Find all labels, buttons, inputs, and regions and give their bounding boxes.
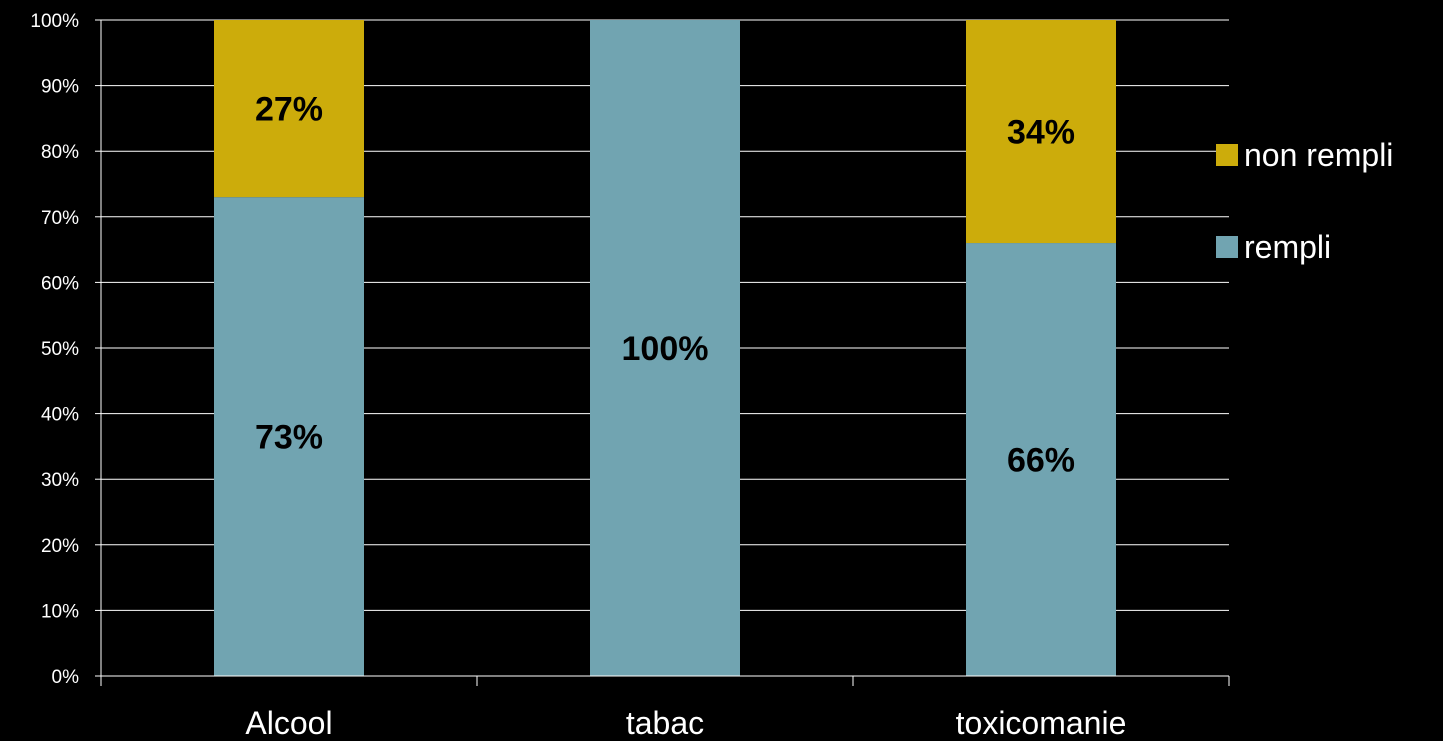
bar-rempli-2: [966, 243, 1116, 677]
y-tick-label: 60%: [41, 273, 79, 294]
data-label: 100%: [622, 330, 709, 368]
y-tick-label: 100%: [30, 11, 79, 32]
bar-non-rempli-0: [214, 20, 364, 198]
y-tick-label: 50%: [41, 339, 79, 360]
y-tick-label: 10%: [41, 601, 79, 622]
axes: 0% 10% 20% 30% 40% 50% 60% 70% 80% 90% 100% Alcool t…: [30, 11, 1230, 741]
y-tick-label: 90%: [41, 77, 79, 98]
y-tick-label: 40%: [41, 405, 79, 426]
data-label: 73%: [255, 419, 323, 457]
data-label: 34%: [1007, 114, 1075, 152]
data-label: 27%: [255, 91, 323, 129]
x-tick-label: tabac: [626, 705, 704, 741]
y-tick-label: 30%: [41, 470, 79, 491]
legend-swatch-non-rempli: [1216, 144, 1238, 166]
legend: non rempli rempli: [1216, 137, 1393, 265]
bars: [214, 20, 1116, 677]
data-labels: 73% 27% 100% 66% 34%: [255, 91, 1075, 480]
y-tick-label: 0%: [52, 667, 80, 688]
data-label: 66%: [1007, 442, 1075, 480]
bar-rempli-0: [214, 197, 364, 676]
legend-label: rempli: [1244, 229, 1331, 265]
y-tick-label: 70%: [41, 208, 79, 229]
bar-rempli-1: [590, 20, 740, 676]
y-tick-label: 80%: [41, 142, 79, 163]
legend-swatch-rempli: [1216, 236, 1238, 258]
x-tick-label: Alcool: [245, 705, 332, 741]
y-tick-label: 20%: [41, 536, 79, 557]
legend-label: non rempli: [1244, 137, 1393, 173]
x-tick-label: toxicomanie: [956, 705, 1127, 741]
bar-non-rempli-2: [966, 20, 1116, 244]
